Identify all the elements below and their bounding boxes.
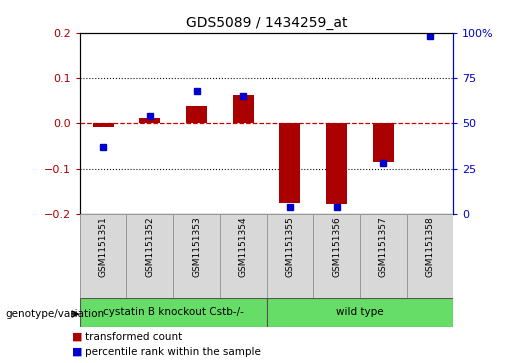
Bar [267, 214, 313, 298]
Text: wild type: wild type [336, 307, 384, 317]
Bar [173, 214, 220, 298]
Bar [267, 298, 453, 327]
Bar [326, 123, 347, 204]
Bar [360, 214, 406, 298]
Bar [93, 123, 114, 127]
Bar [140, 118, 160, 123]
Title: GDS5089 / 1434259_at: GDS5089 / 1434259_at [186, 16, 347, 30]
Text: cystatin B knockout Cstb-/-: cystatin B knockout Cstb-/- [102, 307, 244, 317]
Bar [406, 214, 453, 298]
Bar [80, 298, 267, 327]
Bar [279, 123, 300, 203]
Text: genotype/variation: genotype/variation [5, 309, 104, 319]
Text: ■: ■ [72, 332, 82, 342]
Text: GSM1151358: GSM1151358 [425, 217, 434, 277]
Bar [186, 106, 207, 123]
Bar [233, 95, 254, 123]
Text: GSM1151353: GSM1151353 [192, 217, 201, 277]
Text: transformed count: transformed count [85, 332, 182, 342]
Text: GSM1151356: GSM1151356 [332, 217, 341, 277]
Text: GSM1151357: GSM1151357 [379, 217, 388, 277]
Bar [373, 123, 393, 162]
Bar [80, 214, 127, 298]
Text: GSM1151354: GSM1151354 [238, 217, 248, 277]
Text: GSM1151351: GSM1151351 [99, 217, 108, 277]
Bar [313, 214, 360, 298]
Text: ■: ■ [72, 347, 82, 357]
Bar [127, 214, 173, 298]
Text: GSM1151352: GSM1151352 [145, 217, 154, 277]
Text: percentile rank within the sample: percentile rank within the sample [85, 347, 261, 357]
Text: GSM1151355: GSM1151355 [285, 217, 295, 277]
Bar [220, 214, 267, 298]
